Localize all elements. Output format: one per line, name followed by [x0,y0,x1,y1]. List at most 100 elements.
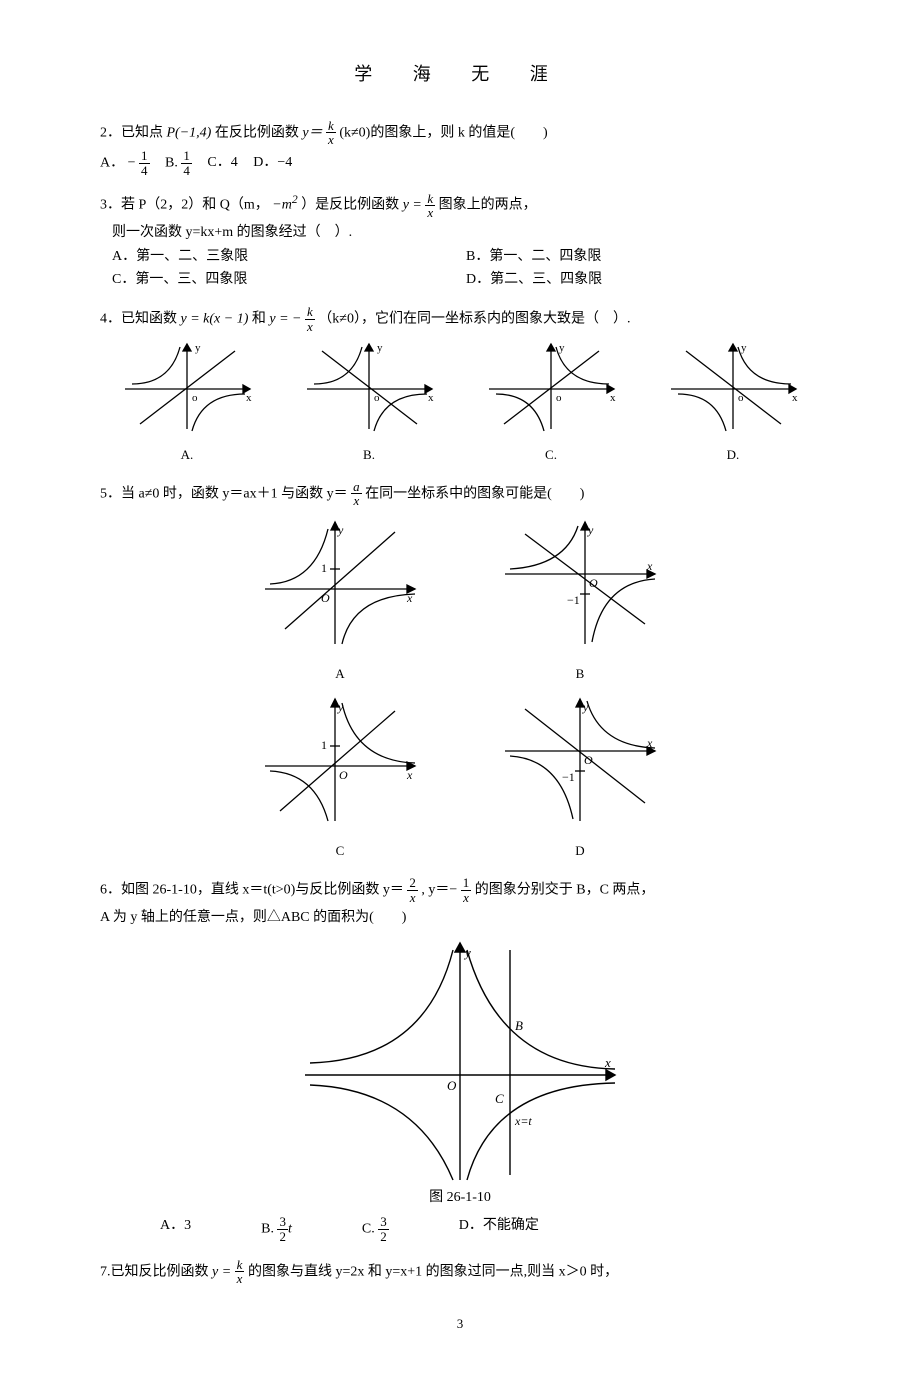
q3-sup: 2 [292,193,298,206]
svg-text:y: y [582,700,589,714]
question-2: 2．已知点 P(−1,4) 在反比例函数 y＝ k x (k≠0)的图象上，则 … [100,119,820,178]
svg-text:y: y [559,342,565,354]
svg-text:y: y [337,700,344,714]
question-4: 4．已知函数 y = k(x − 1) 和 y = − k x （k≠0），它们… [100,305,820,465]
q3-opt-d: D．第二、三、四象限 [466,269,820,291]
q4-tail: （k≠0），它们在同一坐标系内的图象大致是（ ）. [318,311,630,326]
q6-lbl-xt: x=t [514,1114,532,1128]
svg-text:y: y [587,523,594,537]
q2-options: A． − 1 4 B. 1 4 C．4 D．−4 [100,149,820,177]
q2-point: P(−1,4) [167,125,212,140]
q5-tail: 在同一坐标系中的图象可能是( ) [365,486,584,501]
q5-row1: y x O 1 A y x O −1 [100,514,820,685]
q7-prefix: 7.已知反比例函数 [100,1264,209,1279]
q2-mid: 在反比例函数 [215,125,303,140]
q6-lbl-c: C [495,1091,504,1106]
q3-stem-1: 3．若 P（2，2）和 Q（m， −m2 ）是反比例函数 y = k x 图象上… [100,191,820,220]
svg-text:O: O [321,591,330,605]
q2-frac-den: x [326,133,336,147]
q2-b-label: B. [165,155,178,170]
q6-opt-c: C. 3 2 [362,1215,389,1243]
q6-lbl-o: O [447,1078,457,1093]
q5-frac-den: x [351,494,362,508]
q4-graph-c: o x y C. [484,339,619,465]
svg-text:x: x [646,736,653,750]
svg-text:y: y [337,523,344,537]
q5-label-d: D [495,841,665,862]
q6-f2: 1 x [461,876,472,904]
q6-b-label: B. [261,1222,274,1237]
q6-lbl-y: y [463,945,471,960]
page-header-title: 学 海 无 涯 [100,60,820,89]
q7-frac: k x [235,1258,245,1286]
q4-label-a: A. [120,445,255,466]
q3-opt-b: B．第一、二、四象限 [466,246,820,268]
q4-graph-b: o x y B. [302,339,437,465]
q6-f2-den: x [461,891,472,905]
q6-c-frac: 3 2 [378,1215,389,1243]
q3-options: A．第一、二、三象限 B．第一、二、四象限 C．第一、三、四象限 D．第二、三、… [100,246,820,291]
q6-opt-a: A．3 [160,1215,191,1243]
q5-label-b: B [495,664,665,685]
svg-text:o: o [738,392,744,404]
q4-prefix: 4．已知函数 [100,311,177,326]
svg-text:O: O [584,753,593,767]
q6-lbl-b: B [515,1018,523,1033]
q4-f2eq: y = − [269,311,301,326]
svg-text:y: y [377,342,383,354]
q2-opt-a: A． − 1 4 [100,149,150,177]
q3-l1a: 3．若 P（2，2）和 Q（m， [100,198,269,213]
q5-graph-d: y x O −1 D [495,691,665,862]
q2-cond: (k≠0)的图象上，则 k 的值是( ) [339,125,547,140]
q7-stem: 7.已知反比例函数 y = k x 的图象与直线 y=2x 和 y=x+1 的图… [100,1258,820,1286]
q5-label-c: C [255,841,425,862]
q2-opt-d: D．−4 [253,152,292,174]
q3-frac-den: x [425,206,435,220]
svg-text:1: 1 [321,561,327,575]
svg-text:x: x [246,392,252,404]
q2-b-frac: 1 4 [181,149,192,177]
q2-prefix: 2．已知点 [100,125,167,140]
q5-frac: a x [351,480,362,508]
q4-graph-d: o x y D. [666,339,801,465]
q3-negm: −m [272,198,292,213]
svg-text:−1: −1 [562,770,575,784]
q4-graph-row: o x y A. o x y B. [100,339,820,465]
q2-b-den: 4 [181,164,192,178]
q6-options: A．3 B. 3 2 t C. 3 2 D．不能确定 [100,1215,820,1243]
svg-text:o: o [192,392,198,404]
q4-label-b: B. [302,445,437,466]
q5-graph-b: y x O −1 B [495,514,665,685]
q6-prefix: 6．如图 26-1-10，直线 x＝t(t>0)与反比例函数 y＝ [100,883,404,898]
q7-eq: y = [212,1264,235,1279]
svg-text:x: x [428,392,434,404]
q2-opt-c: C．4 [207,152,237,174]
q4-graph-a: o x y A. [120,339,255,465]
q4-stem: 4．已知函数 y = k(x − 1) 和 y = − k x （k≠0），它们… [100,305,820,333]
q7-frac-den: x [235,1272,245,1286]
svg-text:1: 1 [321,738,327,752]
q6-mid: , y＝− [421,883,457,898]
svg-text:y: y [741,342,747,354]
svg-text:o: o [556,392,562,404]
q6-c-den: 2 [378,1230,389,1244]
q4-label-d: D. [666,445,801,466]
q3-l1b: ）是反比例函数 [301,198,399,213]
q4-f1: y = k(x − 1) [181,311,249,326]
page-number: 3 [100,1314,820,1335]
q2-func-lhs: y＝ [302,125,322,140]
q6-c-num: 3 [378,1215,389,1230]
q3-frac-num: k [425,192,435,207]
q2-opt-b: B. 1 4 [165,149,192,177]
q6-tail1: 的图象分别交于 B，C 两点， [475,883,655,898]
q3-eq: y = [403,198,426,213]
q5-row2: y x O 1 C y x O −1 [100,691,820,862]
q7-frac-num: k [235,1258,245,1273]
q6-f2-num: 1 [461,876,472,891]
q6-figure: y x O B C x=t [100,935,820,1185]
svg-text:x: x [646,559,653,573]
svg-text:y: y [195,342,201,354]
svg-text:x: x [406,768,413,782]
q6-stem-1: 6．如图 26-1-10，直线 x＝t(t>0)与反比例函数 y＝ 2 x , … [100,876,820,904]
q7-tail: 的图象与直线 y=2x 和 y=x+1 的图象过同一点,则当 x＞0 时， [248,1264,618,1279]
